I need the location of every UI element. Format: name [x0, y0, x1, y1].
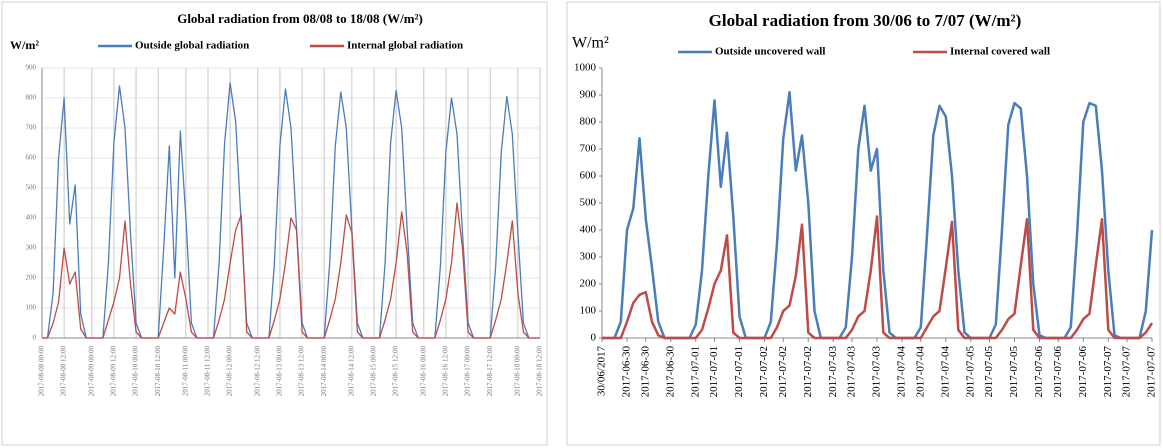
x-tick-label: 2017-07-02: [802, 346, 814, 397]
x-tick-label: 2017-08-14 12:00: [347, 346, 355, 397]
x-tick-label: 2017-08-13 00:00: [276, 346, 284, 397]
x-tick-label: 2017-08-10 12:00: [154, 346, 162, 397]
x-tick-label: 2017-08-09 00:00: [87, 346, 95, 397]
y-tick-label: 100: [580, 305, 597, 317]
x-tick-label: 2017-07-04: [896, 346, 908, 398]
x-tick-label: 2017-07-06: [1077, 346, 1089, 398]
series-line: [42, 82, 540, 339]
x-tick-label: 2017-07-04: [939, 346, 951, 398]
x-tick-label: 2017-07-01: [689, 346, 701, 397]
legend-label: Internal covered wall: [950, 46, 1050, 58]
y-tick-label: 600: [580, 170, 597, 182]
x-tick-label: 2017-08-17 12:00: [486, 346, 494, 397]
y-axis-label: W/m²: [10, 38, 39, 52]
y-tick-label: 100: [26, 304, 37, 312]
series-line: [602, 215, 1154, 340]
y-tick-label: 800: [580, 116, 597, 128]
x-tick-label: 2017-07-02: [758, 346, 770, 397]
x-tick-label: 2017-06-30: [621, 346, 633, 398]
left-panel: [1, 1, 548, 446]
x-tick-label: 2017-08-16 12:00: [442, 346, 450, 397]
x-tick-label: 2017-08-12 00:00: [226, 346, 234, 397]
x-tick-label: 2017-08-18 12:00: [536, 346, 544, 397]
x-tick-label: 2017-08-12 12:00: [253, 346, 261, 397]
x-tick-label: 2017-08-18 00:00: [513, 346, 521, 397]
x-tick-label: 2017-07-02: [777, 346, 789, 397]
x-tick-label: 2017-08-13 12:00: [298, 346, 306, 397]
x-tick-label: 2017-07-06: [1033, 346, 1045, 398]
x-tick-label: 2017-08-11 00:00: [181, 346, 189, 397]
x-tick-label: 30/06/2017: [596, 346, 608, 397]
x-tick-label: 2017-08-17 00:00: [464, 346, 472, 397]
x-tick-label: 2017-08-09 12:00: [110, 346, 118, 397]
x-tick-label: 2017-08-15 00:00: [370, 346, 378, 397]
chart-title: Global radiation from 08/08 to 18/08 (W/…: [177, 11, 423, 26]
y-tick-label: 300: [580, 251, 597, 263]
y-tick-label: 0: [33, 334, 37, 342]
x-tick-label: 2017-08-10 00:00: [132, 346, 140, 397]
y-tick-label: 400: [26, 214, 37, 222]
x-tick-label: 2017-08-08 00:00: [38, 346, 46, 397]
x-tick-label: 2017-06-30: [639, 346, 651, 398]
y-tick-label: 900: [26, 64, 37, 72]
y-tick-label: 700: [26, 124, 37, 132]
x-tick-label: 2017-07-03: [871, 346, 883, 398]
x-tick-label: 2017-07-07: [1121, 346, 1133, 398]
y-tick-label: 800: [26, 94, 37, 102]
x-tick-label: 2017-08-15 12:00: [392, 346, 400, 397]
x-tick-label: 2017-07-03: [846, 346, 858, 398]
chart-title: Global radiation from 30/06 to 7/07 (W/m…: [709, 11, 1022, 30]
y-tick-label: 900: [580, 89, 597, 101]
right-panel: [566, 1, 1161, 446]
x-tick-label: 2017-07-01: [708, 346, 720, 397]
y-tick-label: 0: [591, 332, 597, 344]
y-tick-label: 500: [580, 197, 597, 209]
x-tick-label: 2017-07-07: [1102, 346, 1114, 398]
x-tick-label: 2017-07-03: [827, 346, 839, 398]
x-tick-label: 2017-07-05: [983, 346, 995, 398]
series-line: [42, 202, 540, 339]
y-tick-label: 200: [580, 278, 597, 290]
x-tick-label: 2017-07-04: [914, 346, 926, 398]
x-tick-label: 2017-08-16 00:00: [419, 346, 427, 397]
y-tick-label: 700: [580, 143, 597, 155]
y-tick-label: 1000: [574, 62, 597, 74]
x-tick-label: 2017-07-05: [964, 346, 976, 398]
y-tick-label: 300: [26, 244, 37, 252]
x-tick-label: 2017-07-07: [1146, 346, 1158, 398]
x-tick-label: 2017-08-08 12:00: [60, 346, 68, 397]
x-tick-label: 2017-08-14 00:00: [320, 346, 328, 397]
x-tick-label: 2017-07-01: [733, 346, 745, 397]
legend-label: Internal global radiation: [347, 40, 463, 52]
y-tick-label: 200: [26, 274, 37, 282]
x-tick-label: 2017-06-30: [664, 346, 676, 398]
x-tick-label: 2017-07-06: [1052, 346, 1064, 398]
y-tick-label: 400: [580, 224, 597, 236]
legend-label: Outside global radiation: [135, 40, 249, 52]
y-tick-label: 600: [26, 154, 37, 162]
y-axis-label: W/m²: [572, 35, 609, 52]
x-tick-label: 2017-07-05: [1008, 346, 1020, 398]
y-tick-label: 500: [26, 184, 37, 192]
legend-label: Outside uncovered wall: [715, 46, 825, 58]
x-tick-label: 2017-08-11 12:00: [204, 346, 212, 397]
